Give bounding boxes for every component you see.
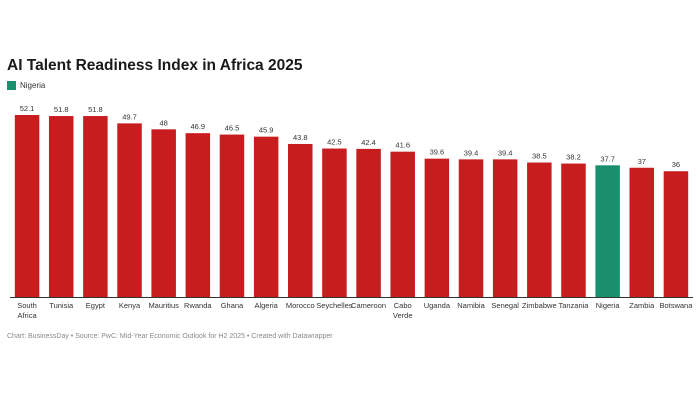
- category-label-namibia: Namibia: [457, 301, 485, 310]
- category-label-south-africa: South Africa: [17, 301, 37, 320]
- value-label-namibia: 39.4: [464, 148, 479, 157]
- category-label-seychelles: Seychelles: [316, 301, 353, 310]
- bar-cabo-verde: [390, 151, 415, 297]
- value-label-morocco: 43.8: [293, 133, 308, 142]
- category-label-cabo-verde: Cabo Verde: [393, 301, 413, 320]
- bar-cameroon: [356, 148, 381, 297]
- bar-nigeria: [595, 165, 620, 297]
- value-label-cameroon: 42.4: [361, 138, 376, 147]
- bar-mauritius: [151, 129, 176, 297]
- value-label-egypt: 51.8: [88, 105, 103, 114]
- bar-zimbabwe: [527, 162, 552, 297]
- category-label-cameroon: Cameroon: [351, 301, 386, 310]
- value-label-zimbabwe: 38.5: [532, 152, 547, 161]
- legend-swatch-nigeria: [7, 81, 16, 90]
- legend: Nigeria: [7, 81, 45, 90]
- value-label-rwanda: 46.9: [191, 122, 206, 131]
- bar-algeria: [253, 136, 279, 297]
- value-label-nigeria: 37.7: [600, 154, 615, 163]
- bar-botswana: [663, 171, 689, 297]
- chart-title: AI Talent Readiness Index in Africa 2025: [7, 57, 303, 74]
- category-label-egypt: Egypt: [86, 301, 106, 310]
- category-label-tanzania: Tanzania: [558, 301, 589, 310]
- value-label-south-africa: 52.1: [20, 104, 35, 113]
- value-label-zambia: 37: [638, 157, 646, 166]
- value-label-kenya: 49.7: [122, 112, 137, 121]
- category-label-zimbabwe: Zimbabwe: [522, 301, 557, 310]
- value-label-uganda: 39.6: [430, 148, 445, 157]
- category-label-ghana: Ghana: [221, 301, 244, 310]
- bar-morocco: [288, 143, 313, 297]
- value-label-algeria: 45.9: [259, 126, 274, 135]
- bar-kenya: [117, 123, 142, 297]
- bar-egypt: [83, 116, 108, 297]
- value-label-mauritius: 48: [159, 118, 167, 127]
- category-label-botswana: Botswana: [659, 301, 693, 310]
- value-label-ghana: 46.5: [225, 124, 240, 133]
- category-label-mauritius: Mauritius: [148, 301, 179, 310]
- category-label-rwanda: Rwanda: [184, 301, 212, 310]
- bar-ghana: [219, 134, 245, 297]
- bar-senegal: [492, 159, 518, 297]
- bar-tanzania: [561, 163, 586, 297]
- legend-label-nigeria: Nigeria: [20, 81, 46, 90]
- category-label-senegal: Senegal: [491, 301, 519, 310]
- category-label-zambia: Zambia: [629, 301, 655, 310]
- value-label-senegal: 39.4: [498, 148, 513, 157]
- value-label-botswana: 36: [672, 160, 680, 169]
- value-label-seychelles: 42.5: [327, 138, 342, 147]
- category-label-nigeria: Nigeria: [596, 301, 621, 310]
- category-label-tunisia: Tunisia: [49, 301, 74, 310]
- bar-south-africa: [14, 115, 40, 297]
- value-label-tunisia: 51.8: [54, 105, 69, 114]
- category-label-morocco: Morocco: [286, 301, 315, 310]
- value-label-cabo-verde: 41.6: [395, 141, 410, 150]
- bar-namibia: [458, 159, 484, 297]
- chart-footer: Chart: BusinessDay • Source: PwC: Mid-Ye…: [7, 333, 333, 340]
- value-label-tanzania: 38.2: [566, 153, 581, 162]
- category-label-kenya: Kenya: [119, 301, 141, 310]
- bar-seychelles: [322, 148, 347, 297]
- bar-rwanda: [185, 133, 211, 297]
- category-label-uganda: Uganda: [424, 301, 451, 310]
- bar-tunisia: [48, 116, 74, 297]
- bar-uganda: [424, 158, 450, 297]
- bar-zambia: [629, 167, 655, 297]
- category-label-algeria: Algeria: [254, 301, 278, 310]
